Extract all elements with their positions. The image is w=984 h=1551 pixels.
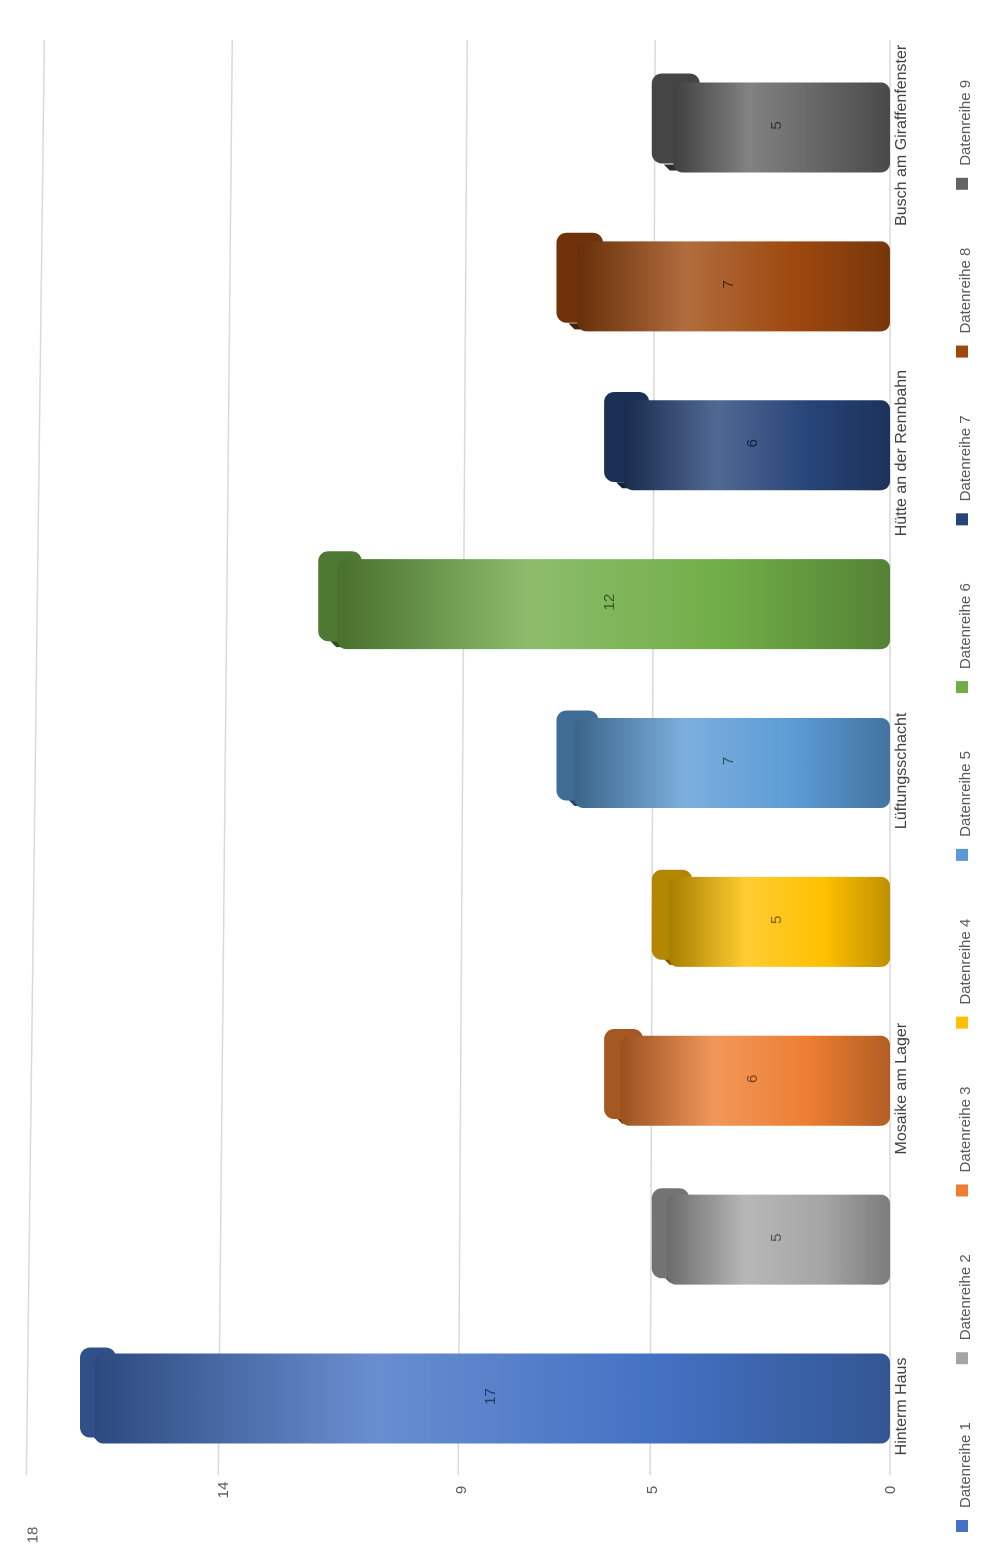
legend-label: Datenreihe 4 — [957, 919, 974, 1005]
data-label: 17 — [482, 1388, 499, 1405]
legend-swatch — [956, 1520, 968, 1532]
data-label: 7 — [720, 280, 737, 288]
data-label: 12 — [601, 594, 618, 611]
legend-label: Datenreihe 9 — [957, 80, 974, 166]
value-tick-label: 9 — [453, 1486, 470, 1494]
bar-2 — [667, 1194, 890, 1285]
bar-5 — [574, 718, 890, 808]
bar-6 — [337, 559, 891, 650]
legend-swatch — [956, 513, 968, 526]
legend-item: Datenreihe 1 — [956, 1422, 974, 1532]
gridline — [25, 39, 46, 1476]
legend-swatch — [956, 848, 968, 861]
legend-swatch — [956, 345, 968, 358]
category-label: Mosaike am Lager — [893, 1022, 910, 1154]
category-axis: Hinterm Haus Mosaike am Lager Lüftungsscha… — [893, 44, 910, 1455]
legend-swatch — [956, 1184, 968, 1197]
legend-item: Datenreihe 7 — [956, 415, 974, 526]
legend-swatch — [956, 1352, 968, 1365]
legend-label: Datenreihe 5 — [957, 751, 974, 837]
data-label: 5 — [768, 1233, 785, 1241]
legend-item: Datenreihe 3 — [956, 1087, 974, 1197]
value-axis: 0 5 9 14 18 — [24, 1482, 899, 1544]
bars: 17 5 6 5 7 12 6 7 5 — [80, 73, 891, 1444]
legend-item: Datenreihe 4 — [956, 919, 974, 1029]
bar-4 — [668, 876, 890, 967]
value-tick-label: 5 — [644, 1486, 661, 1494]
category-label: Hinterm Haus — [893, 1358, 910, 1456]
legend-label: Datenreihe 7 — [957, 415, 974, 501]
legend-item: Datenreihe 8 — [956, 248, 974, 358]
legend-item: Datenreihe 9 — [956, 80, 974, 190]
legend-item: Datenreihe 6 — [956, 583, 974, 694]
value-tick-label: 14 — [215, 1482, 232, 1499]
category-label: Lüftungsschacht — [893, 712, 910, 829]
value-tick-label: 18 — [24, 1527, 41, 1544]
legend-item: Datenreihe 2 — [956, 1254, 974, 1365]
gridline — [457, 39, 468, 1476]
legend-label: Datenreihe 3 — [957, 1087, 974, 1173]
legend-swatch — [956, 1016, 968, 1029]
value-tick-label: 0 — [882, 1486, 899, 1494]
gridline — [217, 39, 234, 1476]
legend-label: Datenreihe 8 — [957, 248, 974, 334]
bar-8 — [577, 241, 890, 332]
legend-swatch — [956, 681, 968, 694]
data-label: 5 — [768, 916, 785, 924]
category-label: Hütte an der Rennbahn — [893, 370, 910, 536]
category-label: Busch am Giraffenfenster — [893, 44, 910, 226]
legend-label: Datenreihe 1 — [957, 1422, 974, 1508]
legend-swatch — [956, 177, 968, 190]
bar-9 — [673, 82, 890, 173]
legend-item: Datenreihe 5 — [956, 751, 974, 861]
legend-label: Datenreihe 6 — [957, 583, 974, 669]
legend-label: Datenreihe 2 — [957, 1254, 974, 1340]
data-label: 6 — [744, 1075, 761, 1083]
bar-7 — [623, 400, 890, 491]
data-label: 6 — [744, 439, 761, 447]
bar-1 — [94, 1353, 890, 1444]
bar-3 — [620, 1035, 890, 1126]
legend: Datenreihe 1 Datenreihe 2 Datenreihe 3 Date… — [956, 80, 974, 1532]
data-label: 5 — [768, 121, 785, 129]
data-label: 7 — [720, 757, 737, 765]
